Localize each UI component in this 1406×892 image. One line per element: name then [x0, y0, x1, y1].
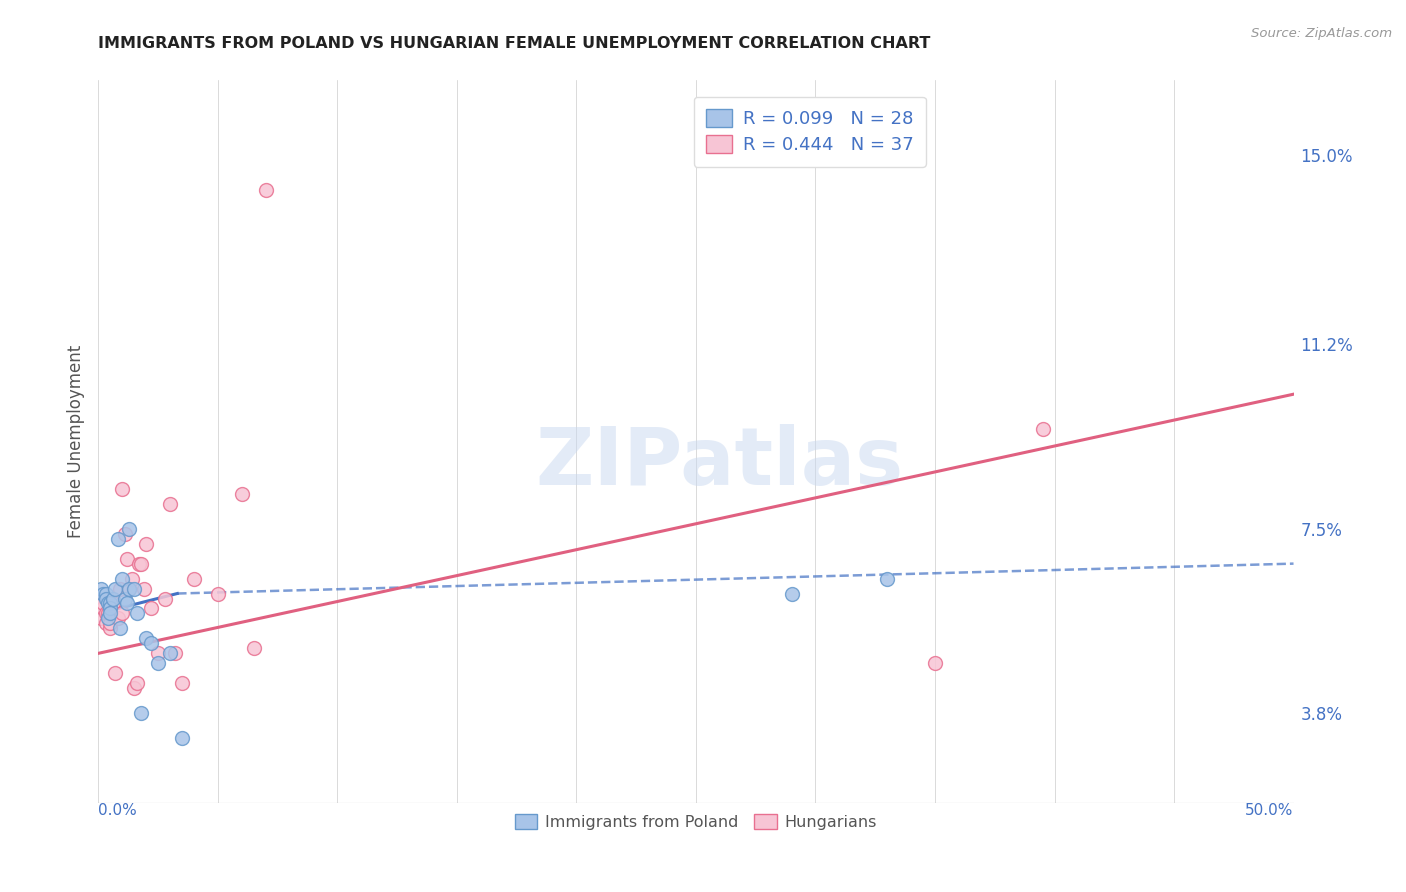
Point	[104, 666, 127, 681]
Point	[91, 597, 114, 611]
Text: 0.0%: 0.0%	[98, 803, 138, 818]
Point	[1032, 422, 1054, 436]
Point	[118, 522, 141, 536]
Y-axis label: Female Unemployment: Female Unemployment	[66, 345, 84, 538]
Point	[163, 646, 186, 660]
Point	[111, 482, 134, 496]
Point	[125, 607, 148, 621]
Point	[148, 657, 170, 671]
Point	[132, 582, 155, 596]
Point	[125, 676, 148, 690]
Text: 50.0%: 50.0%	[1246, 803, 1294, 818]
Point	[183, 572, 205, 586]
Point	[139, 636, 162, 650]
Point	[98, 597, 122, 611]
Point	[90, 582, 112, 596]
Legend: Immigrants from Poland, Hungarians: Immigrants from Poland, Hungarians	[506, 806, 886, 838]
Point	[101, 597, 124, 611]
Point	[121, 572, 143, 586]
Point	[159, 497, 181, 511]
Point	[135, 632, 157, 646]
Point	[924, 657, 946, 671]
Point	[118, 582, 141, 596]
Point	[97, 607, 120, 621]
Point	[114, 591, 136, 606]
Point	[97, 597, 120, 611]
Point	[107, 611, 129, 625]
Point	[139, 601, 162, 615]
Point	[118, 582, 141, 596]
Point	[94, 616, 117, 631]
Point	[131, 557, 153, 571]
Point	[254, 183, 277, 197]
Point	[207, 586, 229, 600]
Point	[124, 582, 146, 596]
Point	[98, 616, 122, 631]
Point	[155, 591, 177, 606]
Point	[231, 487, 253, 501]
Point	[172, 676, 194, 690]
Point	[98, 601, 122, 615]
Point	[91, 601, 114, 615]
Point	[124, 681, 146, 696]
Point	[98, 621, 122, 635]
Point	[97, 611, 120, 625]
Point	[111, 572, 134, 586]
Point	[243, 641, 266, 656]
Point	[115, 551, 138, 566]
Point	[114, 526, 136, 541]
Point	[159, 646, 181, 660]
Point	[876, 572, 898, 586]
Point	[111, 607, 134, 621]
Point	[131, 706, 153, 720]
Text: Source: ZipAtlas.com: Source: ZipAtlas.com	[1251, 27, 1392, 40]
Text: IMMIGRANTS FROM POLAND VS HUNGARIAN FEMALE UNEMPLOYMENT CORRELATION CHART: IMMIGRANTS FROM POLAND VS HUNGARIAN FEMA…	[98, 36, 931, 51]
Point	[90, 611, 112, 625]
Point	[780, 586, 803, 600]
Point	[104, 582, 127, 596]
Point	[94, 586, 117, 600]
Point	[101, 591, 124, 606]
Point	[148, 646, 170, 660]
Point	[98, 607, 122, 621]
Point	[115, 597, 138, 611]
Point	[107, 532, 129, 546]
Point	[94, 591, 117, 606]
Point	[172, 731, 194, 745]
Point	[94, 607, 117, 621]
Point	[108, 582, 131, 596]
Point	[108, 621, 131, 635]
Point	[128, 557, 150, 571]
Point	[135, 537, 157, 551]
Point	[91, 586, 114, 600]
Text: ZIPatlas: ZIPatlas	[536, 425, 904, 502]
